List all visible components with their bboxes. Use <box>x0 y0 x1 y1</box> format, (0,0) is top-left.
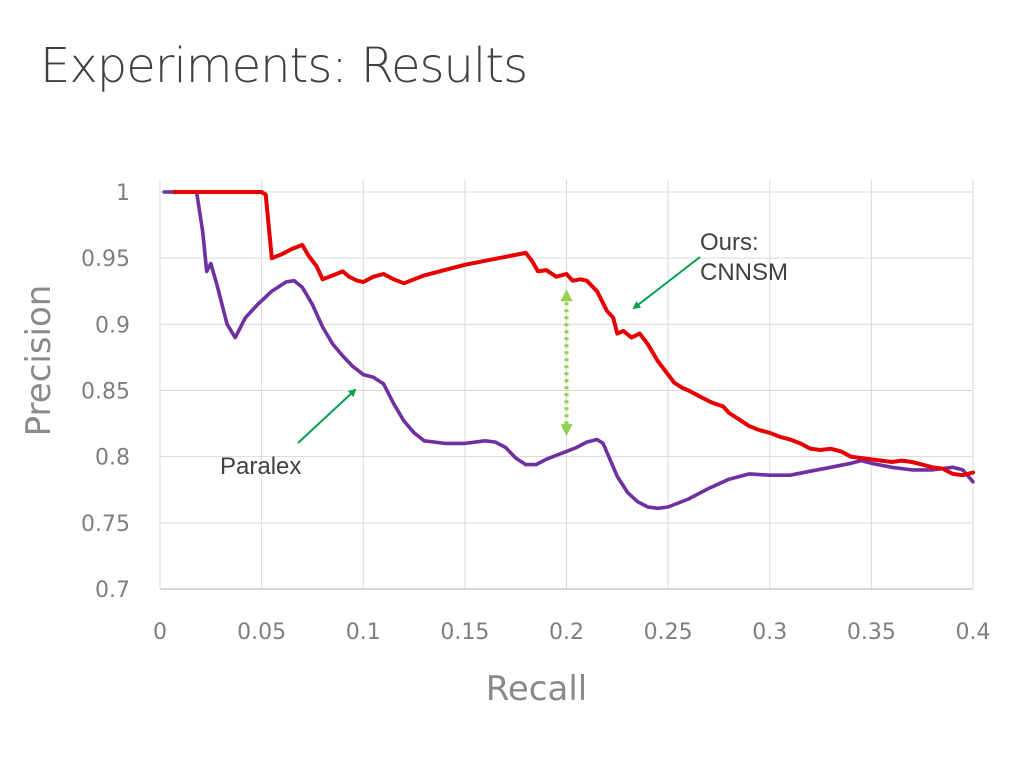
x-tick-label: 0.25 <box>644 620 693 645</box>
y-tick-label: 0.8 <box>95 446 130 471</box>
ours-annotation-arrow <box>632 256 701 310</box>
tick-labels: 0.7 0.75 0.8 0.85 0.9 0.95 1 0 0.05 0.1 0.15 0.2 0.2… <box>81 181 990 645</box>
annotations: Ours: CNNSM Paralex <box>220 229 788 480</box>
x-tick-label: 0.1 <box>346 620 381 645</box>
y-tick-label: 0.95 <box>81 247 130 272</box>
ours-annotation-label: Ours: CNNSM <box>700 229 788 286</box>
y-tick-label: 1 <box>116 181 130 206</box>
x-tick-label: 0.3 <box>752 620 787 645</box>
x-tick-label: 0.05 <box>237 620 286 645</box>
y-tick-label: 0.75 <box>81 512 130 537</box>
x-tick-label: 0.2 <box>549 620 584 645</box>
x-tick-label: 0.15 <box>440 620 489 645</box>
grid <box>159 180 974 590</box>
series-line-ours <box>172 190 975 478</box>
series-line-paralex <box>162 190 975 511</box>
y-tick-label: 0.85 <box>81 380 130 405</box>
y-tick-label: 0.9 <box>95 313 130 338</box>
x-tick-label: 0 <box>153 620 167 645</box>
slide-title: Experiments: Results <box>40 38 528 94</box>
y-tick-label: 0.7 <box>95 578 130 603</box>
paralex-annotation-label: Paralex <box>220 453 301 480</box>
ours-annotation-line: Ours: <box>700 229 759 256</box>
paralex-annotation-line: Paralex <box>220 453 301 480</box>
x-tick-label: 0.35 <box>847 620 896 645</box>
series <box>162 190 975 511</box>
x-tick-label: 0.4 <box>956 620 991 645</box>
paralex-annotation-arrow <box>297 388 357 444</box>
ours-annotation-line: CNNSM <box>700 259 788 286</box>
x-axis-title: Recall <box>486 669 587 709</box>
y-axis-title: Precision <box>19 285 59 437</box>
